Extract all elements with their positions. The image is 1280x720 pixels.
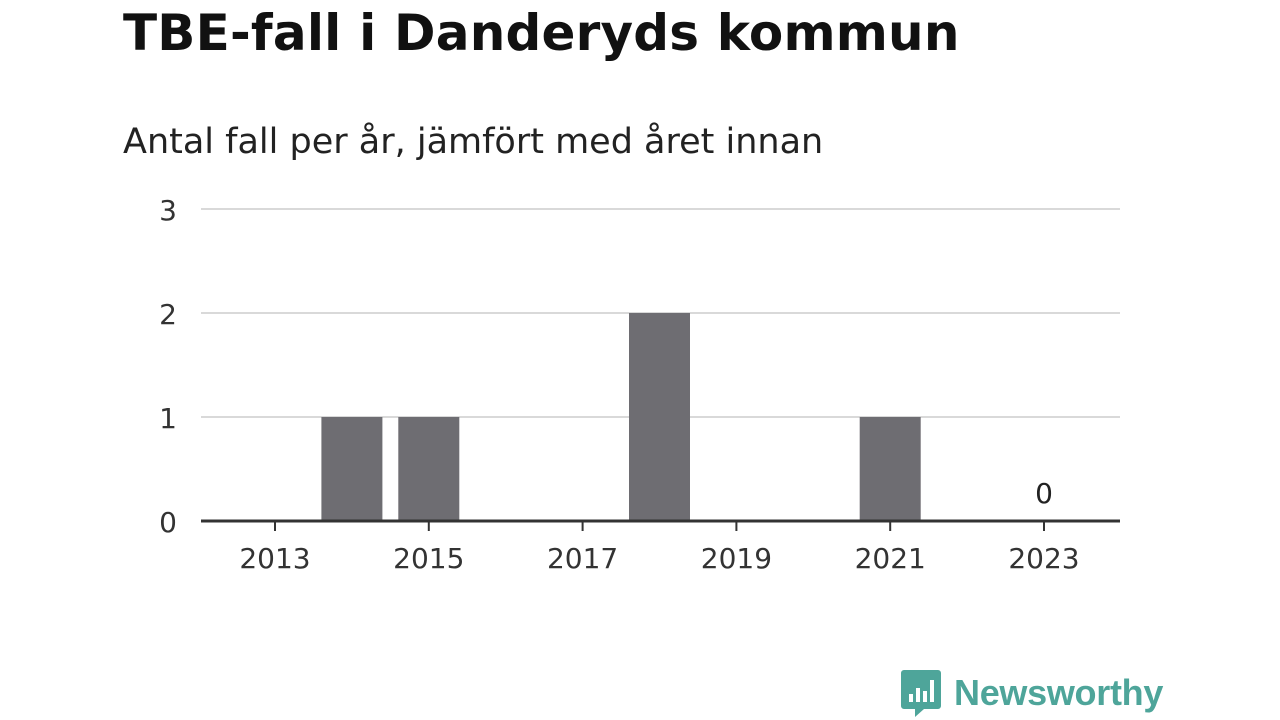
bar-chart-icon [901, 670, 941, 717]
bars [321, 313, 921, 521]
bar-2014 [321, 417, 383, 521]
y-tick-label: 1 [159, 402, 177, 435]
x-tick-label: 2015 [393, 542, 464, 575]
bar-2015 [398, 417, 460, 521]
chart-subtitle: Antal fall per år, jämfört med året inna… [123, 122, 824, 162]
annotations: 0 [1035, 477, 1053, 510]
x-tick-label: 2019 [701, 542, 772, 575]
x-tick-label: 2017 [547, 542, 618, 575]
x-axis-ticks: 2013 2015 2017 2019 2021 2023 [239, 521, 1080, 575]
y-tick-label: 3 [159, 194, 177, 227]
y-tick-label: 2 [159, 298, 177, 331]
data-label: 0 [1035, 477, 1053, 510]
y-axis-ticks: 0 1 2 3 [159, 194, 177, 539]
y-tick-label: 0 [159, 506, 177, 539]
brand-name: Newsworthy [954, 672, 1164, 713]
chart-title: TBE-fall i Danderyds kommun [123, 4, 960, 62]
bar-2018 [629, 313, 690, 521]
x-tick-label: 2013 [239, 542, 310, 575]
x-tick-label: 2023 [1008, 542, 1079, 575]
x-tick-label: 2021 [855, 542, 926, 575]
bar-2021 [859, 417, 921, 521]
bar-chart: 0 1 2 3 2013 2015 2017 2019 2021 2023 0 [159, 194, 1120, 575]
newsworthy-logo: Newsworthy [900, 668, 1163, 718]
